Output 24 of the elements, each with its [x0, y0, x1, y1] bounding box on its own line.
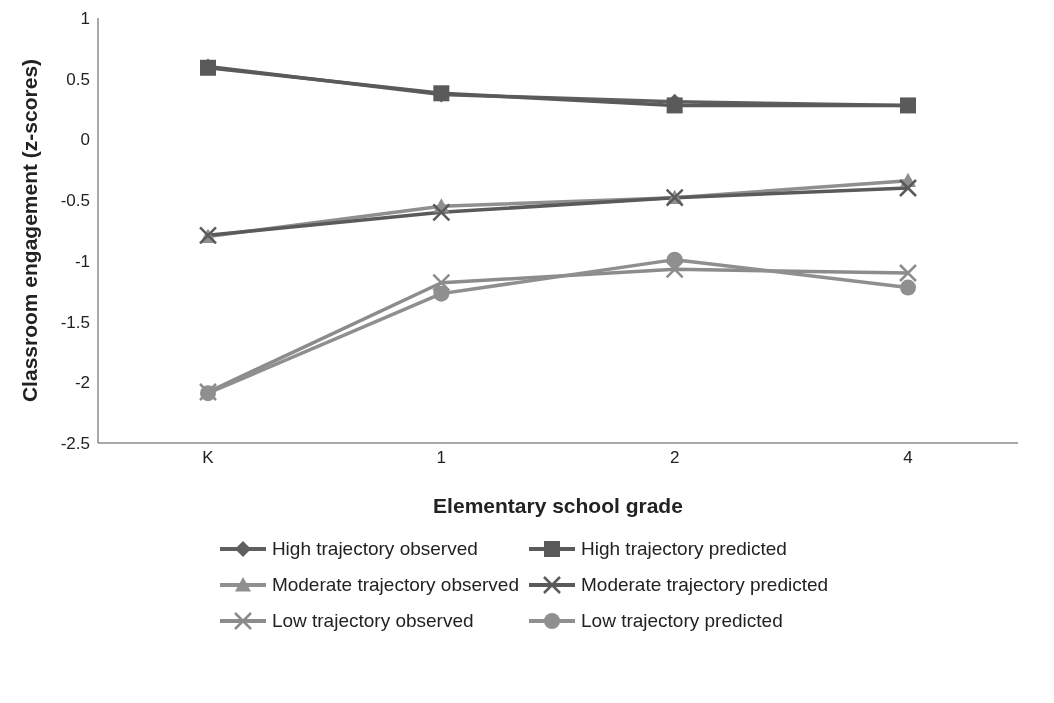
x-axis-title: Elementary school grade: [433, 494, 683, 517]
x-tick-label: K: [202, 448, 215, 468]
y-axis-title: Classroom engagement (z-scores): [18, 58, 42, 403]
point: [666, 251, 683, 268]
x-tick-label: 2: [669, 448, 680, 468]
legend-label: Low trajectory observed: [271, 610, 474, 632]
point: [433, 285, 450, 302]
legend-label: Moderate trajectory predicted: [581, 574, 829, 596]
y-tick-label: 1: [80, 9, 90, 29]
legend-label: Moderate trajectory observed: [271, 574, 519, 596]
y-tick-label: -1.5: [60, 312, 90, 332]
y-tick-label: 0.5: [66, 69, 90, 89]
y-tick-label: -0.5: [60, 191, 90, 211]
x-tick-label: 1: [436, 448, 447, 468]
y-tick-label: -2.5: [60, 434, 90, 454]
x-tick-label: 4: [903, 448, 913, 468]
y-tick-label: 0: [80, 130, 90, 150]
y-tick-label: -2: [74, 373, 90, 393]
y-tick-label: -1: [74, 251, 90, 271]
point: [900, 279, 916, 296]
legend-label: High trajectory observed: [271, 538, 478, 560]
legend-label: Low trajectory predicted: [581, 610, 783, 632]
legend-label: High trajectory predicted: [581, 538, 787, 560]
point: [666, 97, 683, 114]
